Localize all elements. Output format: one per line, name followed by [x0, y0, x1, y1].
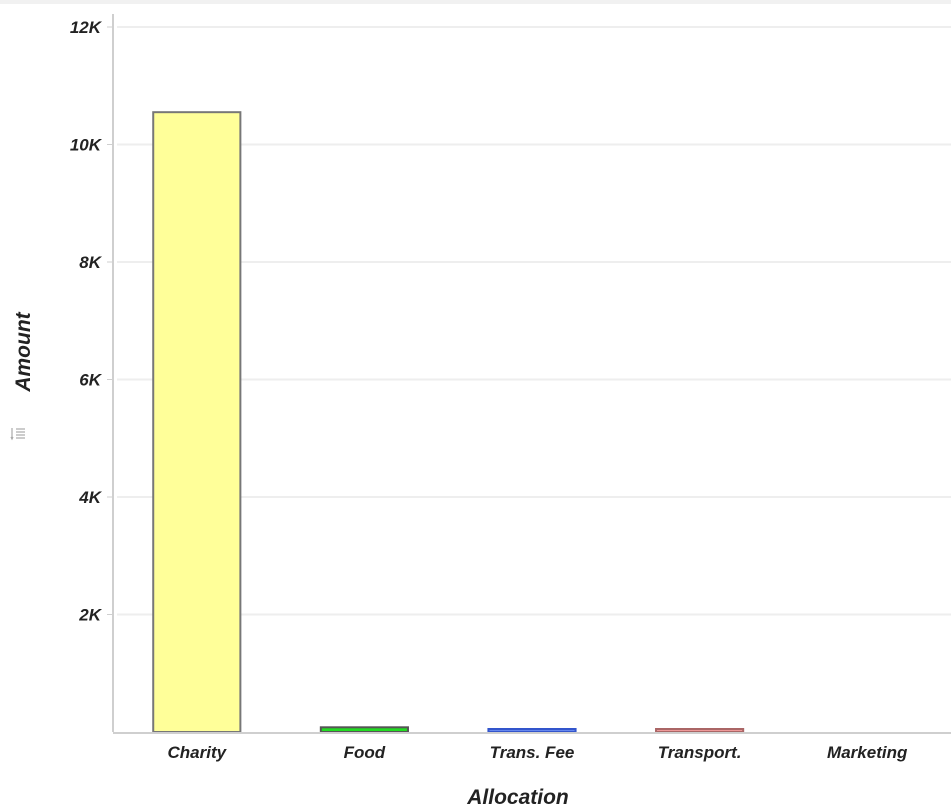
bar-charity[interactable] [152, 111, 242, 733]
x-tick-label: Transport. [658, 743, 742, 762]
grid-lines [117, 26, 951, 616]
bar-food[interactable] [319, 726, 409, 733]
x-tick-label: Food [344, 743, 386, 762]
y-tick-labels: 2K 4K 6K 8K 10K 12K [70, 18, 103, 625]
top-border [0, 0, 951, 4]
x-tick-label: Marketing [827, 743, 908, 762]
y-tick-label: 12K [70, 18, 103, 37]
bars [152, 111, 745, 733]
bar-trans-fee[interactable] [487, 728, 577, 733]
y-tick-label: 4K [78, 488, 102, 507]
x-tick-label: Trans. Fee [490, 743, 575, 762]
y-tick-label: 6K [79, 371, 102, 390]
x-axis-title: Allocation [466, 786, 569, 809]
y-tick-label: 2K [78, 606, 102, 625]
y-tick-label: 10K [70, 136, 103, 155]
x-tick-labels: Charity Food Trans. Fee Transport. Marketing [168, 743, 908, 762]
y-tick-label: 8K [79, 253, 102, 272]
axes [107, 14, 951, 734]
y-axis-title: Amount [12, 311, 35, 392]
filter-list-icon[interactable] [10, 424, 28, 442]
x-tick-label: Charity [168, 743, 228, 762]
bar-transport[interactable] [655, 728, 745, 733]
